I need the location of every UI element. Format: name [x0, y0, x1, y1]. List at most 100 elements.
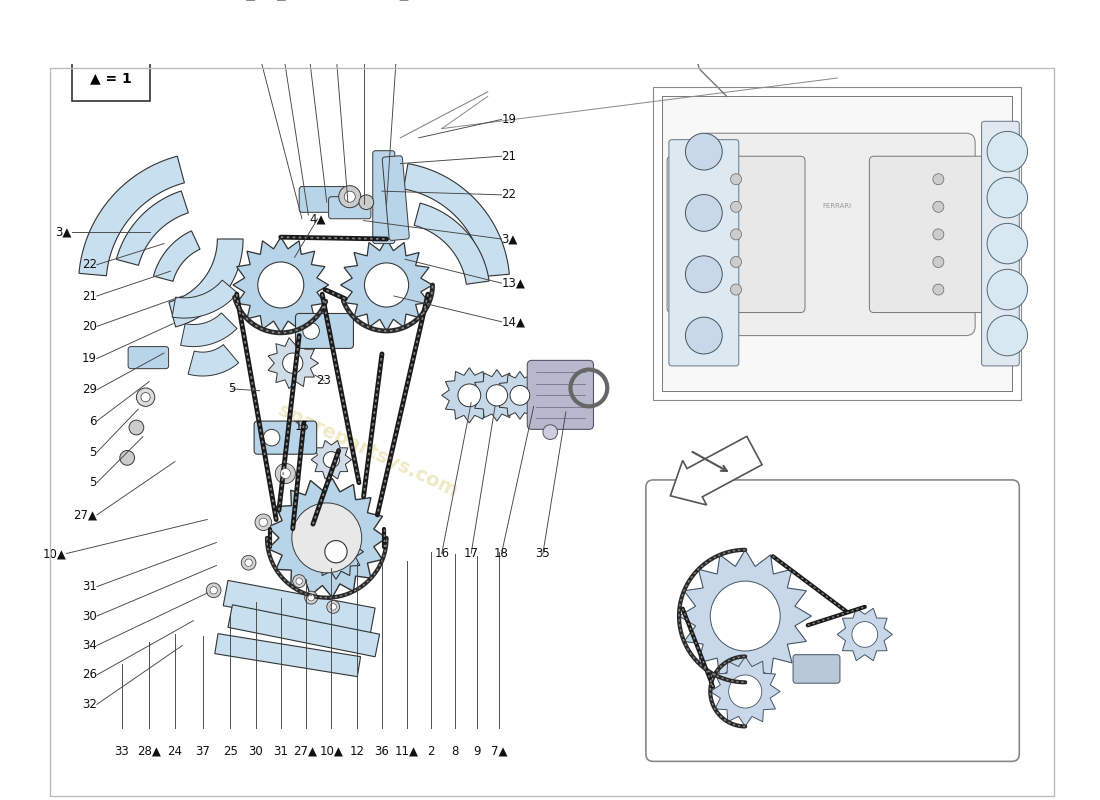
Polygon shape [442, 368, 497, 423]
Circle shape [730, 257, 741, 267]
Circle shape [933, 229, 944, 240]
Polygon shape [79, 156, 185, 276]
Text: 5: 5 [89, 446, 97, 459]
Polygon shape [268, 338, 319, 389]
Polygon shape [496, 371, 543, 419]
Circle shape [458, 384, 481, 406]
Polygon shape [180, 313, 236, 346]
FancyBboxPatch shape [662, 97, 1012, 390]
Text: 8: 8 [451, 745, 459, 758]
Polygon shape [341, 239, 432, 331]
Polygon shape [154, 231, 200, 282]
Circle shape [685, 194, 723, 231]
Text: ▲ = 1: ▲ = 1 [90, 71, 132, 85]
Circle shape [300, 511, 353, 564]
Text: 19: 19 [81, 352, 97, 365]
Text: 13▲: 13▲ [263, 0, 286, 2]
Text: 2: 2 [427, 745, 434, 758]
Circle shape [293, 574, 306, 587]
Text: 9: 9 [473, 745, 481, 758]
Text: 5: 5 [89, 476, 97, 490]
Circle shape [987, 178, 1027, 218]
Circle shape [141, 393, 151, 402]
Polygon shape [268, 478, 386, 598]
FancyBboxPatch shape [299, 186, 346, 212]
FancyBboxPatch shape [700, 134, 975, 335]
Polygon shape [404, 164, 509, 277]
FancyBboxPatch shape [72, 55, 151, 101]
Text: 14▲: 14▲ [502, 315, 526, 328]
Text: 10▲: 10▲ [43, 547, 66, 560]
Circle shape [280, 469, 290, 478]
Circle shape [730, 202, 741, 212]
Text: 3▲: 3▲ [56, 225, 72, 238]
FancyBboxPatch shape [667, 156, 805, 313]
Text: 19: 19 [502, 113, 517, 126]
Text: 34: 34 [82, 639, 97, 652]
Circle shape [732, 678, 759, 706]
Text: 29: 29 [81, 383, 97, 396]
Text: 31: 31 [82, 580, 97, 593]
Text: 30: 30 [249, 745, 263, 758]
FancyBboxPatch shape [869, 156, 1008, 313]
Circle shape [987, 315, 1027, 356]
Polygon shape [172, 280, 238, 318]
Text: 37: 37 [195, 745, 210, 758]
FancyBboxPatch shape [296, 314, 353, 349]
Polygon shape [415, 203, 490, 284]
Circle shape [120, 450, 134, 466]
Circle shape [685, 256, 723, 293]
FancyBboxPatch shape [653, 87, 1021, 400]
Circle shape [330, 604, 337, 610]
Text: 28▲: 28▲ [138, 745, 162, 758]
Circle shape [275, 463, 296, 484]
Circle shape [933, 284, 944, 295]
FancyBboxPatch shape [527, 360, 594, 430]
Text: 12: 12 [350, 745, 364, 758]
Polygon shape [311, 441, 352, 479]
Text: 27▲: 27▲ [73, 508, 97, 522]
Circle shape [987, 270, 1027, 310]
Text: 33: 33 [114, 745, 129, 758]
Text: 13▲: 13▲ [502, 277, 526, 290]
Circle shape [486, 385, 507, 406]
Text: 11▲: 11▲ [395, 745, 419, 758]
Circle shape [261, 265, 301, 306]
Circle shape [292, 503, 362, 573]
Circle shape [263, 430, 279, 446]
Circle shape [933, 257, 944, 267]
Text: 23: 23 [317, 374, 331, 387]
Polygon shape [117, 191, 188, 266]
FancyBboxPatch shape [128, 346, 168, 369]
Polygon shape [188, 345, 239, 376]
Circle shape [308, 594, 315, 601]
Text: 8: 8 [328, 0, 336, 2]
Text: 26: 26 [81, 669, 97, 682]
Circle shape [685, 317, 723, 354]
Circle shape [730, 284, 741, 295]
Polygon shape [679, 550, 812, 682]
FancyBboxPatch shape [669, 140, 739, 366]
Text: 25: 25 [223, 745, 238, 758]
Circle shape [210, 586, 218, 594]
Circle shape [933, 174, 944, 185]
Text: 20: 20 [295, 0, 309, 2]
Text: 21: 21 [502, 150, 517, 162]
Text: 27▲: 27▲ [294, 745, 318, 758]
Circle shape [510, 386, 530, 406]
Circle shape [129, 420, 144, 435]
FancyBboxPatch shape [382, 156, 409, 241]
Polygon shape [471, 370, 522, 421]
Polygon shape [228, 605, 380, 657]
FancyBboxPatch shape [254, 421, 317, 454]
FancyBboxPatch shape [373, 150, 395, 243]
Text: 16: 16 [434, 547, 449, 560]
FancyArrow shape [670, 436, 762, 505]
Text: 9: 9 [360, 0, 367, 2]
Text: 30: 30 [82, 610, 97, 622]
Circle shape [367, 266, 406, 304]
Circle shape [685, 134, 723, 170]
Polygon shape [233, 237, 329, 333]
FancyBboxPatch shape [793, 654, 840, 683]
Circle shape [339, 186, 361, 208]
